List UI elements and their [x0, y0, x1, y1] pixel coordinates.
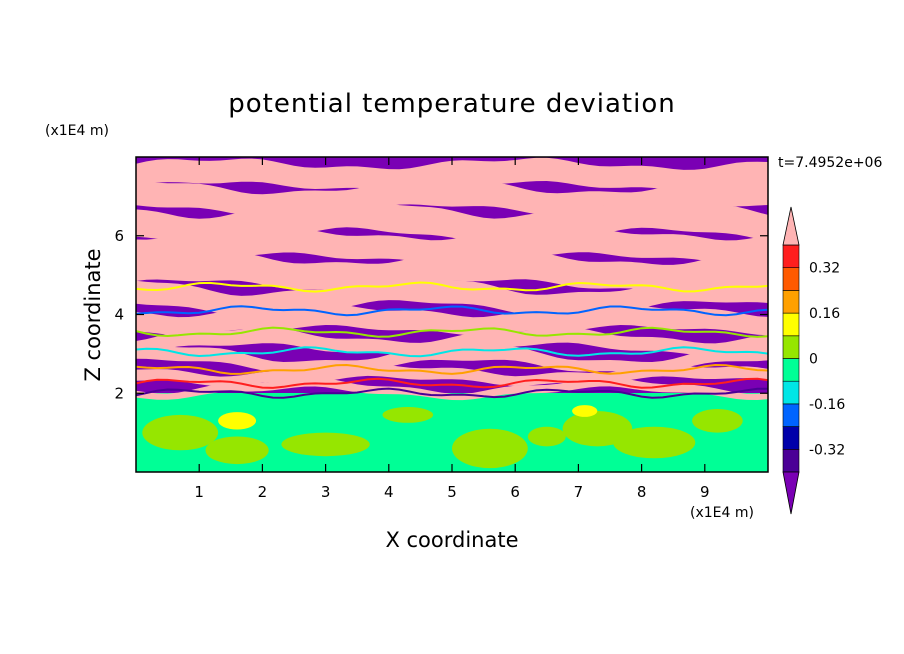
x-tick-label: 7	[574, 483, 584, 501]
colorbar-segment	[782, 426, 800, 450]
colorbar-segment	[782, 290, 800, 314]
colorbar-segment	[782, 380, 800, 405]
contour-band	[136, 250, 768, 291]
contour-band	[136, 326, 768, 356]
time-label: t=7.4952e+06	[778, 155, 882, 171]
colorbar-extend-bottom	[782, 471, 800, 515]
plot-area	[136, 157, 768, 472]
colorbar-segment	[782, 244, 800, 269]
colorbar-segment	[782, 403, 800, 427]
colorbar-segment	[782, 335, 800, 359]
colorbar-tick-label: -0.32	[809, 442, 845, 458]
contour-line	[136, 387, 768, 399]
contour-line	[136, 305, 768, 317]
x-tick-label: 8	[637, 483, 647, 501]
x-tick-label: 3	[321, 483, 331, 501]
contour-blob	[572, 405, 598, 417]
contour-blob	[205, 436, 269, 465]
contour-band	[136, 344, 768, 373]
x-tick-label: 5	[447, 483, 457, 501]
y-tick-label: 4	[114, 306, 124, 324]
y-tick-label: 2	[114, 384, 124, 402]
colorbar-extend-top	[782, 206, 800, 246]
x-tick-label: 6	[510, 483, 520, 501]
colorbar-tick-label: 0.32	[809, 261, 840, 277]
contour-blob	[281, 432, 370, 457]
x-tick-label: 1	[194, 483, 204, 501]
colorbar-segment	[782, 267, 800, 291]
x-tick-label: 2	[258, 483, 268, 501]
y-axis-label: Z coordinate	[81, 248, 105, 381]
contour-blob	[382, 407, 434, 423]
x-tick-label: 9	[700, 483, 710, 501]
contour-line	[136, 377, 768, 389]
contour-line	[136, 326, 768, 338]
contour-band	[136, 157, 768, 191]
colorbar-tick-label: 0.16	[809, 306, 840, 322]
colorbar-segment	[782, 448, 800, 473]
y-unit-label: (x1E4 m)	[45, 123, 109, 139]
chart-title: potential temperature deviation	[228, 89, 675, 119]
colorbar-tick-label: 0	[809, 352, 818, 368]
colorbar: -0.32 -0.16 0 0.16 0.32	[782, 206, 845, 515]
contour-blob	[452, 428, 528, 469]
colorbar-segment	[782, 312, 800, 337]
contour-blob	[562, 411, 633, 447]
contour-band	[136, 227, 768, 263]
contour-blob	[692, 409, 743, 433]
contour-band	[136, 304, 768, 336]
colorbar-segment	[782, 358, 800, 382]
contour-blob	[613, 426, 696, 459]
colorbar-tick-label: -0.16	[809, 397, 845, 413]
x-unit-label: (x1E4 m)	[690, 505, 754, 521]
contour-line	[136, 281, 768, 293]
x-axis-label: X coordinate	[385, 528, 518, 552]
contour-line	[136, 346, 768, 358]
contour-blob	[527, 426, 566, 447]
contour-blob	[142, 414, 219, 451]
contour-line	[136, 363, 768, 375]
x-tick-label: 4	[384, 483, 394, 501]
contour-blob	[218, 412, 257, 430]
y-tick-label: 6	[114, 227, 124, 245]
